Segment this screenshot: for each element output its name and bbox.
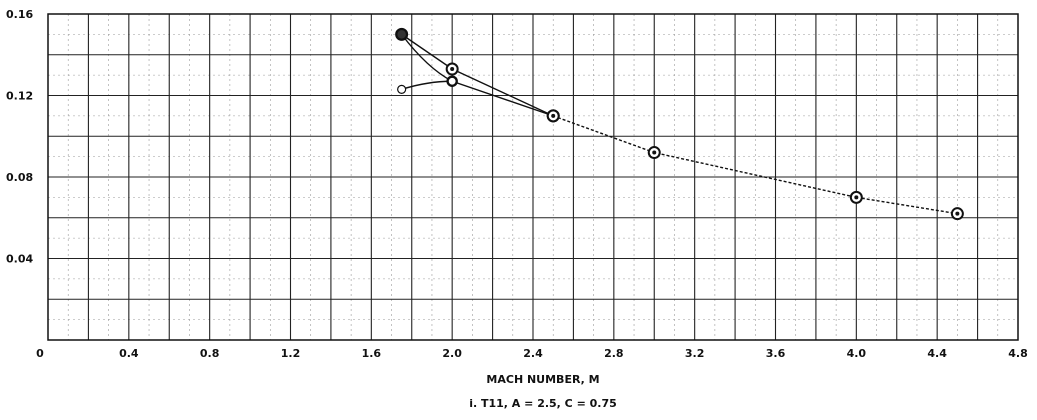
data-point	[447, 76, 457, 86]
x-tick-label: 0.8	[200, 347, 220, 360]
series-3	[397, 76, 457, 94]
x-tick-label: 1.2	[281, 347, 301, 360]
data-point-center	[450, 67, 455, 72]
plot-frame	[47, 13, 1019, 341]
x-axis-tick-labels: 0 0.4 0.8 1.2 1.6 2.0 2.4 2.8 3.2 3.6 4.0 4.4 4.8	[36, 347, 1028, 360]
data-point-center	[955, 211, 960, 216]
x-tick-label: 1.6	[362, 347, 382, 360]
x-tick-label: 3.6	[766, 347, 786, 360]
y-axis-tick-labels: 0.04 0.08 0.12 0.16	[6, 8, 33, 266]
x-tick-label: 4.0	[847, 347, 867, 360]
x-tick-label: 0.4	[119, 347, 139, 360]
data-series	[395, 27, 964, 221]
data-point-center	[551, 113, 556, 118]
x-tick-label: 4.4	[927, 347, 947, 360]
x-tick-label: 2.8	[604, 347, 624, 360]
major-grid	[48, 14, 1018, 340]
y-tick-label: 0.04	[6, 253, 33, 266]
data-point	[395, 28, 408, 41]
series-4	[546, 109, 964, 221]
x-tick-label: 3.2	[685, 347, 705, 360]
series-line	[552, 115, 958, 215]
x-tick-label: 0	[36, 347, 44, 360]
series-line	[401, 80, 453, 91]
data-point	[397, 84, 407, 94]
y-tick-label: 0.16	[6, 8, 33, 21]
x-tick-label: 2.0	[442, 347, 462, 360]
figure-caption: i. T11, A = 2.5, C = 0.75	[469, 397, 617, 410]
x-tick-label: 2.4	[523, 347, 543, 360]
data-point-center	[854, 195, 859, 200]
data-point-center	[652, 150, 657, 155]
x-tick-label: 4.8	[1008, 347, 1028, 360]
x-axis-label: MACH NUMBER, M	[486, 373, 599, 386]
y-tick-label: 0.08	[6, 171, 33, 184]
y-tick-label: 0.12	[6, 90, 33, 103]
